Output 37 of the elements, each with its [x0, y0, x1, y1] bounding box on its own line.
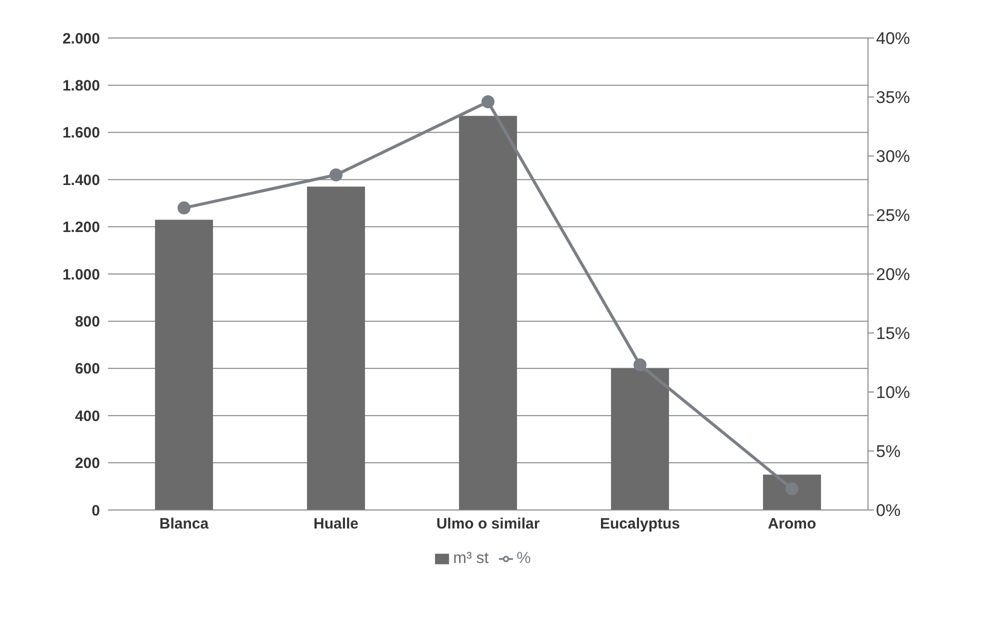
y-tick-label: 2.000	[62, 30, 100, 48]
x-tick-label: Ulmo o similar	[436, 516, 540, 533]
y-tick-label: 800	[74, 314, 100, 331]
y-tick-label: 1.200	[62, 219, 100, 236]
y-tick-label: 1.600	[62, 124, 100, 142]
y-tick-label: 600	[74, 360, 100, 378]
x-tick-label: Aromo	[768, 516, 816, 533]
x-tick-label: Eucalyptus	[600, 516, 680, 533]
y2-tick-label: 30%	[876, 147, 910, 166]
y-tick-label: 1.400	[62, 172, 100, 189]
y-tick-label: 1.000	[62, 266, 100, 284]
y2-tick-label: 5%	[876, 442, 901, 462]
point	[330, 168, 342, 182]
bar	[459, 116, 517, 510]
bar	[307, 186, 365, 510]
x-tick-label: Hualle	[313, 516, 359, 533]
y2-tick-label: 15%	[876, 324, 910, 344]
legend-label: m³ st	[453, 550, 489, 567]
y2-tick-label: 25%	[876, 206, 910, 226]
bar	[611, 368, 669, 510]
y2-tick-label: 20%	[876, 265, 910, 284]
y2-tick-label: 0%	[876, 501, 901, 520]
y2-tick-label: 40%	[876, 29, 910, 48]
y-tick-label: 1.800	[62, 78, 100, 95]
point	[178, 201, 190, 214]
y-tick-label: 0	[92, 502, 100, 520]
point	[482, 95, 494, 108]
y-tick-label: 200	[74, 455, 100, 472]
bar	[763, 474, 821, 510]
y2-tick-label: 35%	[876, 88, 910, 108]
point	[634, 358, 646, 372]
legend-label: %	[516, 550, 531, 567]
y2-tick-label: 10%	[876, 383, 910, 402]
y-tick-label: 400	[74, 408, 100, 425]
bar	[155, 220, 213, 510]
point	[786, 482, 798, 496]
x-tick-label: Blanca	[159, 516, 210, 533]
